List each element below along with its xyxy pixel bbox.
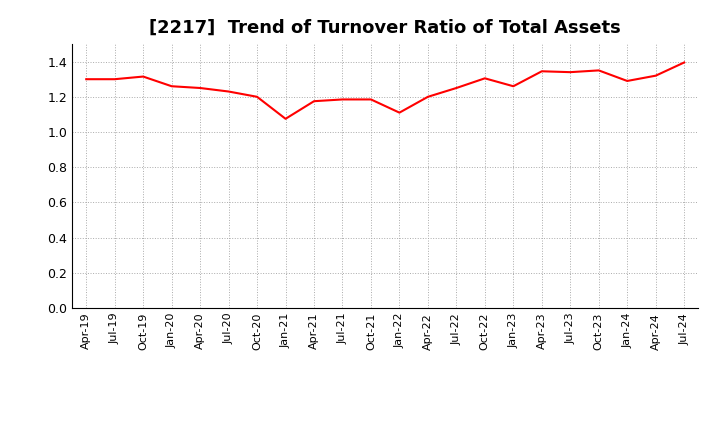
Title: [2217]  Trend of Turnover Ratio of Total Assets: [2217] Trend of Turnover Ratio of Total …	[149, 19, 621, 37]
